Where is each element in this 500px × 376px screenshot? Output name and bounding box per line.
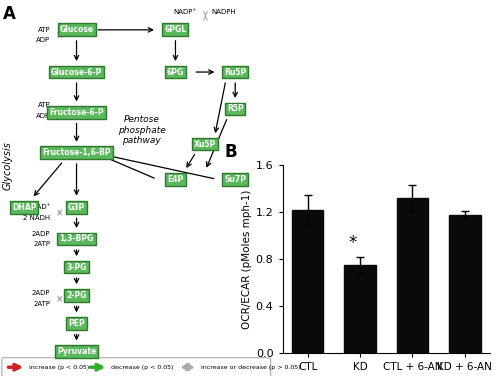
Text: Pyruvate: Pyruvate	[57, 347, 96, 356]
Text: PEP: PEP	[68, 319, 85, 328]
Bar	[449, 215, 480, 353]
Bar	[292, 210, 324, 353]
Text: DHAP: DHAP	[12, 203, 36, 212]
Text: 6PG: 6PG	[167, 68, 184, 77]
Text: Fructose-1,6-BP: Fructose-1,6-BP	[42, 149, 111, 158]
Text: 2-PG: 2-PG	[66, 291, 86, 300]
Text: 6PGL: 6PGL	[164, 25, 186, 34]
Text: 2NAD⁺: 2NAD⁺	[27, 204, 50, 210]
Text: NADPH: NADPH	[212, 9, 236, 15]
Text: decrease (p < 0.05): decrease (p < 0.05)	[112, 365, 174, 370]
Text: Su7P: Su7P	[224, 175, 246, 184]
Text: 3-PG: 3-PG	[66, 262, 86, 271]
Text: E4P: E4P	[168, 175, 184, 184]
Text: G3P: G3P	[68, 203, 85, 212]
Text: Ru5P: Ru5P	[224, 68, 246, 77]
Text: increase (p < 0.05): increase (p < 0.05)	[29, 365, 90, 370]
Text: ATP: ATP	[38, 27, 50, 33]
Text: B: B	[224, 143, 237, 161]
FancyBboxPatch shape	[2, 358, 270, 376]
Y-axis label: OCR/ECAR (pMoles mph-1): OCR/ECAR (pMoles mph-1)	[242, 190, 252, 329]
Text: 1,3-BPG: 1,3-BPG	[60, 235, 94, 243]
Text: Glucose-6-P: Glucose-6-P	[51, 68, 102, 77]
Text: 2ATP: 2ATP	[34, 241, 50, 247]
Text: A: A	[3, 5, 16, 23]
Text: Glucose: Glucose	[60, 25, 94, 34]
Text: Fructose-6-P: Fructose-6-P	[49, 108, 104, 117]
Text: 2ATP: 2ATP	[34, 301, 50, 307]
Text: 2ADP: 2ADP	[32, 231, 50, 237]
Text: Xu5P: Xu5P	[194, 139, 216, 149]
Text: 2 NADH: 2 NADH	[24, 215, 50, 221]
Bar	[396, 199, 428, 353]
Bar	[344, 265, 376, 353]
Text: ADP: ADP	[36, 113, 51, 119]
Text: Pentose
phosphate
pathway: Pentose phosphate pathway	[118, 115, 166, 145]
Text: increase or decrease (p > 0.05): increase or decrease (p > 0.05)	[201, 365, 300, 370]
Text: 2ADP: 2ADP	[32, 290, 50, 296]
Text: Glycolysis: Glycolysis	[3, 141, 13, 190]
Text: ADP: ADP	[36, 37, 51, 43]
Text: R5P: R5P	[227, 105, 244, 114]
Text: *: *	[348, 234, 356, 252]
Text: ATP: ATP	[38, 102, 50, 108]
Text: NADP⁺: NADP⁺	[173, 9, 197, 15]
